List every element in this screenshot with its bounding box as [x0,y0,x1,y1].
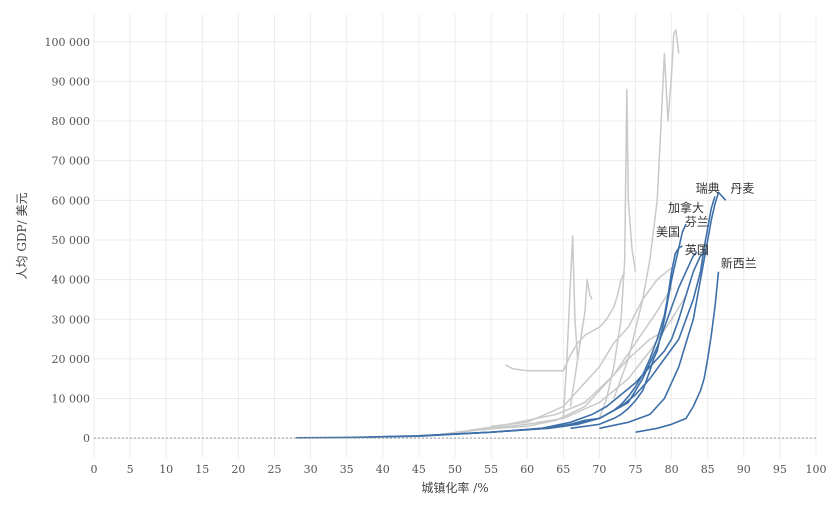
background-series-line [454,295,687,433]
x-tick-label: 65 [556,463,570,476]
x-tick-label: 35 [340,463,354,476]
background-series-line [491,267,673,428]
series-label: 英国 [685,243,709,257]
series-label: 美国 [656,225,680,239]
x-tick-label: 15 [195,463,209,476]
series-label: 丹麦 [730,181,754,195]
y-tick-label: 80 000 [52,115,91,128]
highlight-series-line [599,191,727,430]
x-tick-label: 45 [412,463,426,476]
x-tick-label: 10 [159,463,173,476]
x-tick-label: 90 [737,463,751,476]
background-series-line [440,330,665,435]
x-tick-label: 75 [629,463,643,476]
x-tick-label: 5 [127,463,134,476]
x-tick-label: 85 [701,463,715,476]
y-tick-label: 10 000 [52,393,91,406]
y-tick-label: 20 000 [52,353,91,366]
background-series-line [505,271,626,372]
x-axis-ticks: 0 5 10 15 20 25 30 35 40 45 50 55 60 65 70 75 80 85 90 95 10… [91,463,827,476]
highlight-series-group [296,191,727,439]
y-axis-title: 人均 GDP/ 美元 [15,193,29,280]
series-label: 芬兰 [685,215,709,229]
x-tick-label: 40 [376,463,390,476]
background-series-group [440,29,687,435]
x-axis-title: 城镇化率 /% [421,480,488,495]
background-series-line [562,235,579,419]
x-tick-label: 30 [304,463,318,476]
x-tick-label: 100 [806,463,827,476]
x-tick-label: 20 [231,463,245,476]
background-series-line [598,88,637,419]
y-axis-ticks: 0 10 000 20 000 30 000 40 000 50 000 60 000 70 … [45,36,91,445]
y-tick-label: 0 [83,432,90,445]
highlight-series-line [635,271,720,433]
y-tick-label: 40 000 [52,274,91,287]
x-tick-label: 60 [520,463,534,476]
series-label: 瑞典 [696,181,720,195]
x-tick-label: 70 [592,463,606,476]
series-label: 加拿大 [668,200,704,215]
y-tick-label: 30 000 [52,313,91,326]
highlight-series-line [296,251,698,439]
series-label: 新西兰 [721,256,757,271]
y-tick-label: 60 000 [52,194,91,207]
y-tick-label: 100 000 [45,36,91,49]
x-tick-label: 50 [448,463,462,476]
y-tick-label: 70 000 [52,155,91,168]
x-tick-label: 80 [665,463,679,476]
x-tick-label: 55 [484,463,498,476]
background-series-line [569,278,593,407]
y-tick-label: 90 000 [52,75,91,88]
x-tick-label: 0 [91,463,98,476]
y-tick-label: 50 000 [52,234,91,247]
background-series-line [613,29,680,399]
x-tick-label: 25 [268,463,282,476]
x-tick-label: 95 [773,463,787,476]
background-series-line [469,287,673,432]
